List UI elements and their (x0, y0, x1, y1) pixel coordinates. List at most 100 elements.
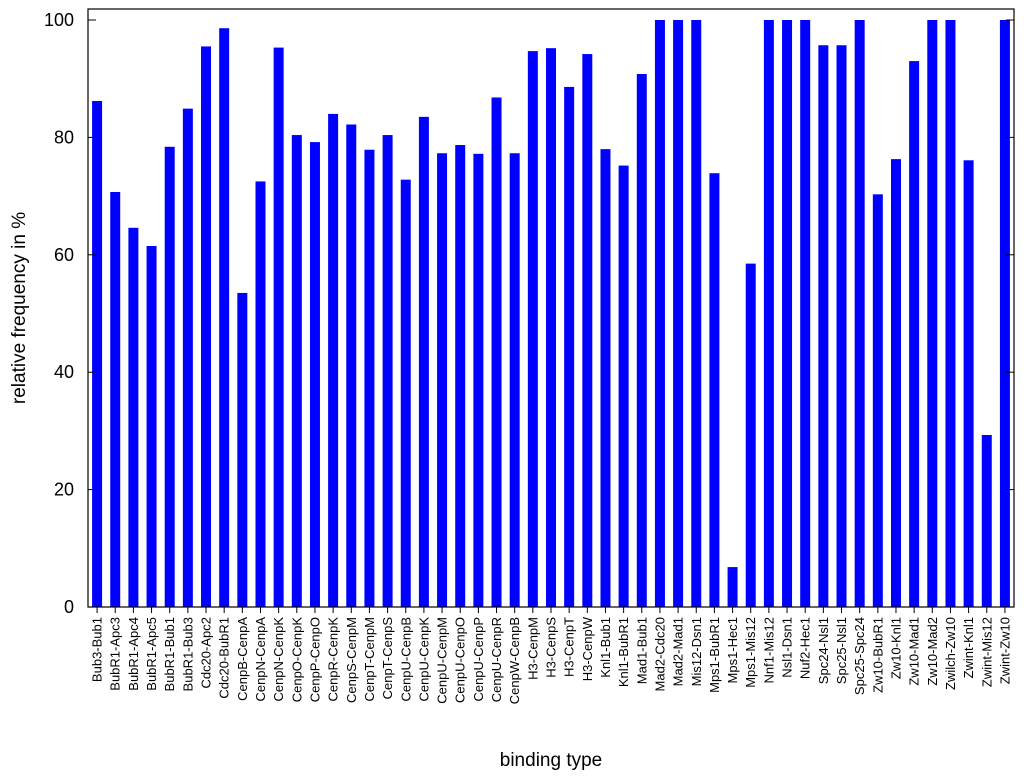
bar-cenpp-cenpo (309, 142, 320, 607)
x-tick-label: CenpR-CenpK (326, 617, 341, 702)
bar-mad1-bub1 (636, 74, 647, 607)
x-tick-label: CenpU-CenpP (471, 617, 486, 702)
bar-bubr1-bub1 (164, 146, 175, 608)
x-tick-label: CenpU-CenpO (453, 617, 468, 703)
bar-cenpn-cenpk (273, 47, 284, 607)
x-tick-label: Zw10-Mad1 (907, 617, 922, 686)
bar-zwint-mis12 (981, 435, 992, 607)
bar-zwint-zw10 (999, 20, 1010, 607)
bar-cdc20-apc2 (201, 46, 212, 608)
x-tick-label: Knl1-Bub1 (598, 617, 613, 678)
bar-spc25-nsl1 (836, 45, 847, 608)
bar-bub3-bub1 (92, 101, 103, 607)
x-tick-label: Nnf1-Mis12 (761, 617, 776, 683)
x-tick-label: Mps1-BubR1 (707, 617, 722, 693)
x-tick-label: Mad2-Mad1 (671, 617, 686, 686)
y-tick-label: 60 (54, 245, 74, 265)
x-tick-label: Spc24-Nsl1 (816, 617, 831, 684)
bar-zw10-mad2 (927, 20, 938, 607)
bar-zwilch-zw10 (945, 20, 956, 607)
bar-knl1-bubr1 (618, 165, 629, 607)
x-tick-label: Zwint-Mis12 (979, 617, 994, 687)
x-tick-label: Nsl1-Dsn1 (780, 617, 795, 678)
bar-mis12-dsn1 (691, 20, 702, 607)
x-tick-label: Zw10-Mad2 (925, 617, 940, 686)
x-tick-label: BubR1-Bub1 (162, 617, 177, 691)
x-tick-label: Zwilch-Zw10 (943, 617, 958, 690)
x-axis-title: binding type (500, 750, 602, 771)
x-tick-label: BubR1-Apc3 (108, 617, 123, 691)
bar-mad2-cdc20 (654, 20, 665, 607)
x-tick-label: CenpU-CenpB (398, 617, 413, 702)
y-axis-title: relative frequency in % (9, 212, 30, 404)
x-tick-label: CenpU-CenpM (435, 617, 450, 704)
x-tick-label: CenpO-CenpK (289, 617, 304, 703)
x-tick-label: CenpN-CenpA (253, 617, 268, 702)
bar-h3-cenpt (564, 86, 575, 608)
bar-cenpu-cenpm (437, 153, 448, 607)
x-tick-label: Zw10-Knl1 (888, 617, 903, 679)
x-tick-label: Mis12-Dsn1 (689, 617, 704, 686)
x-tick-label: CenpP-CenpO (307, 617, 322, 702)
bar-cenpo-cenpk (291, 135, 302, 608)
bar-nuf2-hec1 (800, 20, 811, 607)
x-tick-label: CenpT-CenpS (380, 617, 395, 700)
y-tick-label: 20 (54, 480, 74, 500)
bar-cenps-cenpm (346, 124, 357, 608)
x-tick-label: CenpW-CenpB (507, 617, 522, 704)
bar-bubr1-apc3 (110, 191, 121, 608)
bar-cenpu-cenpp (473, 153, 484, 607)
y-tick-label: 0 (64, 597, 74, 617)
x-tick-label: Spc25-Nsl1 (834, 617, 849, 684)
x-tick-label: Spc25-Spc24 (852, 617, 867, 695)
bar-cenpu-cenpr (491, 97, 502, 607)
bar-mps1-mis12 (745, 263, 756, 607)
bar-bubr1-apc4 (128, 227, 139, 608)
x-tick-label: H3-CenpM (525, 617, 540, 680)
x-tick-label: Cdc20-Apc2 (199, 617, 214, 689)
x-tick-label: Mad2-Cdc20 (652, 617, 667, 691)
x-tick-label: Nuf2-Hec1 (798, 617, 813, 679)
bar-cenpb-cenpa (237, 292, 248, 607)
bar-cdc20-bubr1 (219, 28, 230, 608)
bar-cenpu-cenpb (400, 179, 411, 607)
x-tick-label: CenpS-CenpM (344, 617, 359, 703)
bar-cenpw-cenpb (509, 153, 520, 607)
bar-h3-cenpm (527, 51, 538, 608)
x-tick-label: Mps1-Hec1 (725, 617, 740, 683)
y-axis: 0 20 40 60 80 100 (44, 10, 1014, 617)
bar-zw10-knl1 (890, 159, 901, 607)
x-tick-label: Zwint-Zw10 (997, 617, 1012, 684)
x-tick-label: CenpU-CenpK (416, 617, 431, 702)
x-tick-label: BubR1-Apc5 (144, 617, 159, 691)
x-tick-label: H3-CenpT (562, 617, 577, 677)
bar-bubr1-apc5 (146, 246, 157, 607)
x-tick-label: Cdc20-BubR1 (217, 617, 232, 699)
bar-nnf1-mis12 (763, 20, 774, 607)
bar-h3-cenps (546, 48, 556, 608)
y-tick-label: 40 (54, 362, 74, 382)
x-tick-label: Zw10-BubR1 (870, 617, 885, 693)
x-tick-label: CenpU-CenpR (489, 617, 504, 702)
bar-zwint-knl1 (963, 160, 974, 608)
y-tick-label: 100 (44, 10, 74, 30)
bar-nsl1-dsn1 (782, 20, 793, 607)
x-tick-label: Knl1-BubR1 (616, 617, 631, 687)
x-tick-label: BubR1-Apc4 (126, 617, 141, 691)
bar-h3-cenpw (582, 54, 593, 608)
bar-cenpu-cenpo (455, 145, 466, 607)
x-tick-label: H3-CenpS (544, 617, 559, 678)
bar-cenpu-cenpk (418, 116, 429, 608)
bar-spc24-nsl1 (818, 45, 829, 608)
x-tick-label: Mps1-Mis12 (743, 617, 758, 688)
bar-cenpr-cenpk (328, 113, 339, 608)
x-tick-label: Mad1-Bub1 (634, 617, 649, 684)
bar-bubr1-bub3 (182, 108, 193, 607)
x-tick-label: Bub3-Bub1 (90, 617, 105, 682)
x-tick-label: CenpT-CenpM (362, 617, 377, 702)
bar-cenpn-cenpa (255, 181, 266, 607)
x-axis: Bub3-Bub1 BubR1-Apc3 BubR1-Apc4 BubR1-Apc5 B… (90, 607, 1012, 704)
bar-spc25-spc24 (854, 20, 865, 607)
bar-cenpt-cenps (382, 135, 393, 608)
